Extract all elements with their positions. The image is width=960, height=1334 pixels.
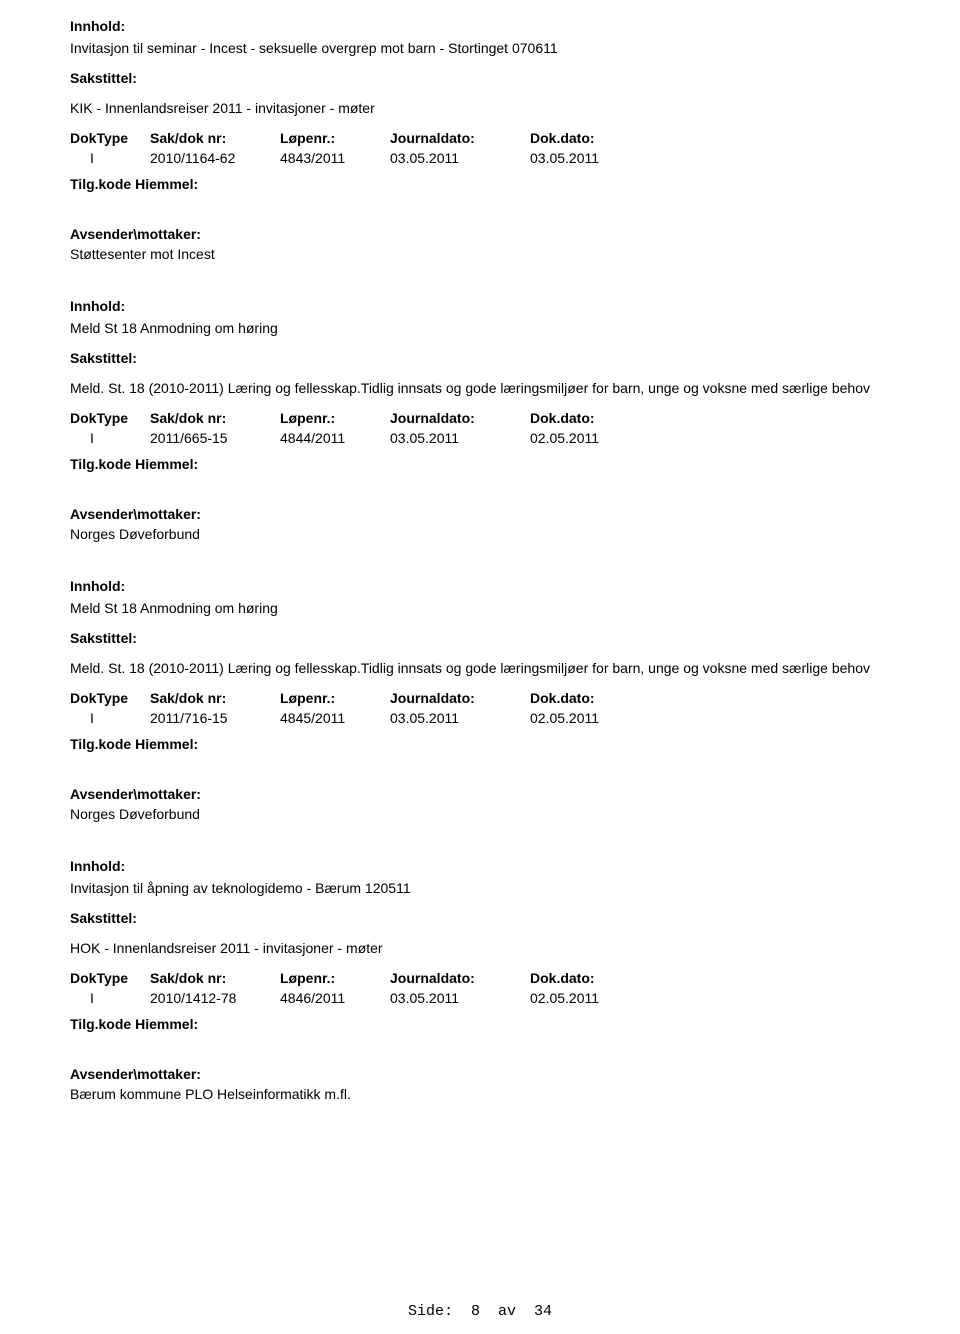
innhold-value: Invitasjon til åpning av teknologidemo -… [70,880,890,896]
tilgkode-label: Tilg.kode [70,1016,131,1032]
page-container: Innhold: Invitasjon til seminar - Incest… [0,0,960,1334]
lopenr-value: 4843/2011 [280,150,390,166]
journal-record: Innhold: Invitasjon til åpning av teknol… [70,858,890,1102]
journaldato-header: Journaldato: [390,410,530,426]
dokdato-header: Dok.dato: [530,690,650,706]
journal-record: Innhold: Meld St 18 Anmodning om høring … [70,298,890,542]
journaldato-value: 03.05.2011 [390,990,530,1006]
avsender-value: Norges Døveforbund [70,526,890,542]
doktype-value: I [70,150,150,166]
footer-sep: av [498,1303,516,1320]
meta-value-row: I 2010/1412-78 4846/2011 03.05.2011 02.0… [70,990,890,1006]
innhold-label: Innhold: [70,298,890,314]
tilgkode-label: Tilg.kode [70,736,131,752]
doktype-header: DokType [70,970,150,986]
journaldato-value: 03.05.2011 [390,710,530,726]
tilgkode-hiemmel-row: Tilg.kode Hiemmel: [70,736,890,752]
avsender-value: Norges Døveforbund [70,806,890,822]
lopenr-value: 4845/2011 [280,710,390,726]
hiemmel-label: Hiemmel: [135,736,198,752]
saknr-header: Sak/dok nr: [150,410,280,426]
journaldato-value: 03.05.2011 [390,150,530,166]
meta-value-row: I 2011/665-15 4844/2011 03.05.2011 02.05… [70,430,890,446]
hiemmel-label: Hiemmel: [135,176,198,192]
sakstittel-label: Sakstittel: [70,630,890,646]
avsender-label: Avsender\mottaker: [70,506,890,522]
meta-header-row: DokType Sak/dok nr: Løpenr.: Journaldato… [70,410,890,426]
hiemmel-label: Hiemmel: [135,456,198,472]
saknr-header: Sak/dok nr: [150,690,280,706]
avsender-value: Støttesenter mot Incest [70,246,890,262]
avsender-label: Avsender\mottaker: [70,226,890,242]
lopenr-value: 4844/2011 [280,430,390,446]
dokdato-header: Dok.dato: [530,970,650,986]
journal-record: Innhold: Meld St 18 Anmodning om høring … [70,578,890,822]
dokdato-value: 02.05.2011 [530,710,650,726]
dokdato-value: 02.05.2011 [530,990,650,1006]
sakstittel-value: Meld. St. 18 (2010-2011) Læring og felle… [70,660,890,676]
avsender-value: Bærum kommune PLO Helseinformatikk m.fl. [70,1086,890,1102]
avsender-label: Avsender\mottaker: [70,1066,890,1082]
tilgkode-label: Tilg.kode [70,456,131,472]
footer-total: 34 [534,1303,552,1320]
saknr-value: 2010/1412-78 [150,990,280,1006]
hiemmel-label: Hiemmel: [135,1016,198,1032]
sakstittel-value: Meld. St. 18 (2010-2011) Læring og felle… [70,380,890,396]
lopenr-header: Løpenr.: [280,410,390,426]
sakstittel-label: Sakstittel: [70,70,890,86]
saknr-value: 2011/665-15 [150,430,280,446]
saknr-value: 2010/1164-62 [150,150,280,166]
doktype-value: I [70,710,150,726]
journal-record: Innhold: Invitasjon til seminar - Incest… [70,18,890,262]
meta-header-row: DokType Sak/dok nr: Løpenr.: Journaldato… [70,970,890,986]
lopenr-header: Løpenr.: [280,690,390,706]
saknr-value: 2011/716-15 [150,710,280,726]
page-footer: Side: 8 av 34 [0,1303,960,1320]
dokdato-value: 02.05.2011 [530,430,650,446]
lopenr-header: Løpenr.: [280,970,390,986]
dokdato-header: Dok.dato: [530,410,650,426]
footer-prefix: Side: [408,1303,453,1320]
tilgkode-hiemmel-row: Tilg.kode Hiemmel: [70,1016,890,1032]
innhold-label: Innhold: [70,858,890,874]
meta-header-row: DokType Sak/dok nr: Løpenr.: Journaldato… [70,130,890,146]
dokdato-header: Dok.dato: [530,130,650,146]
meta-header-row: DokType Sak/dok nr: Løpenr.: Journaldato… [70,690,890,706]
journaldato-header: Journaldato: [390,130,530,146]
saknr-header: Sak/dok nr: [150,970,280,986]
doktype-value: I [70,990,150,1006]
dokdato-value: 03.05.2011 [530,150,650,166]
journaldato-header: Journaldato: [390,690,530,706]
footer-page: 8 [471,1303,480,1320]
sakstittel-label: Sakstittel: [70,350,890,366]
doktype-value: I [70,430,150,446]
sakstittel-label: Sakstittel: [70,910,890,926]
sakstittel-value: KIK - Innenlandsreiser 2011 - invitasjon… [70,100,890,116]
lopenr-header: Løpenr.: [280,130,390,146]
doktype-header: DokType [70,690,150,706]
lopenr-value: 4846/2011 [280,990,390,1006]
tilgkode-label: Tilg.kode [70,176,131,192]
innhold-value: Meld St 18 Anmodning om høring [70,600,890,616]
meta-value-row: I 2010/1164-62 4843/2011 03.05.2011 03.0… [70,150,890,166]
journaldato-value: 03.05.2011 [390,430,530,446]
innhold-value: Invitasjon til seminar - Incest - seksue… [70,40,890,56]
avsender-label: Avsender\mottaker: [70,786,890,802]
journaldato-header: Journaldato: [390,970,530,986]
sakstittel-value: HOK - Innenlandsreiser 2011 - invitasjon… [70,940,890,956]
innhold-label: Innhold: [70,578,890,594]
doktype-header: DokType [70,130,150,146]
meta-value-row: I 2011/716-15 4845/2011 03.05.2011 02.05… [70,710,890,726]
innhold-label: Innhold: [70,18,890,34]
doktype-header: DokType [70,410,150,426]
saknr-header: Sak/dok nr: [150,130,280,146]
tilgkode-hiemmel-row: Tilg.kode Hiemmel: [70,456,890,472]
tilgkode-hiemmel-row: Tilg.kode Hiemmel: [70,176,890,192]
innhold-value: Meld St 18 Anmodning om høring [70,320,890,336]
